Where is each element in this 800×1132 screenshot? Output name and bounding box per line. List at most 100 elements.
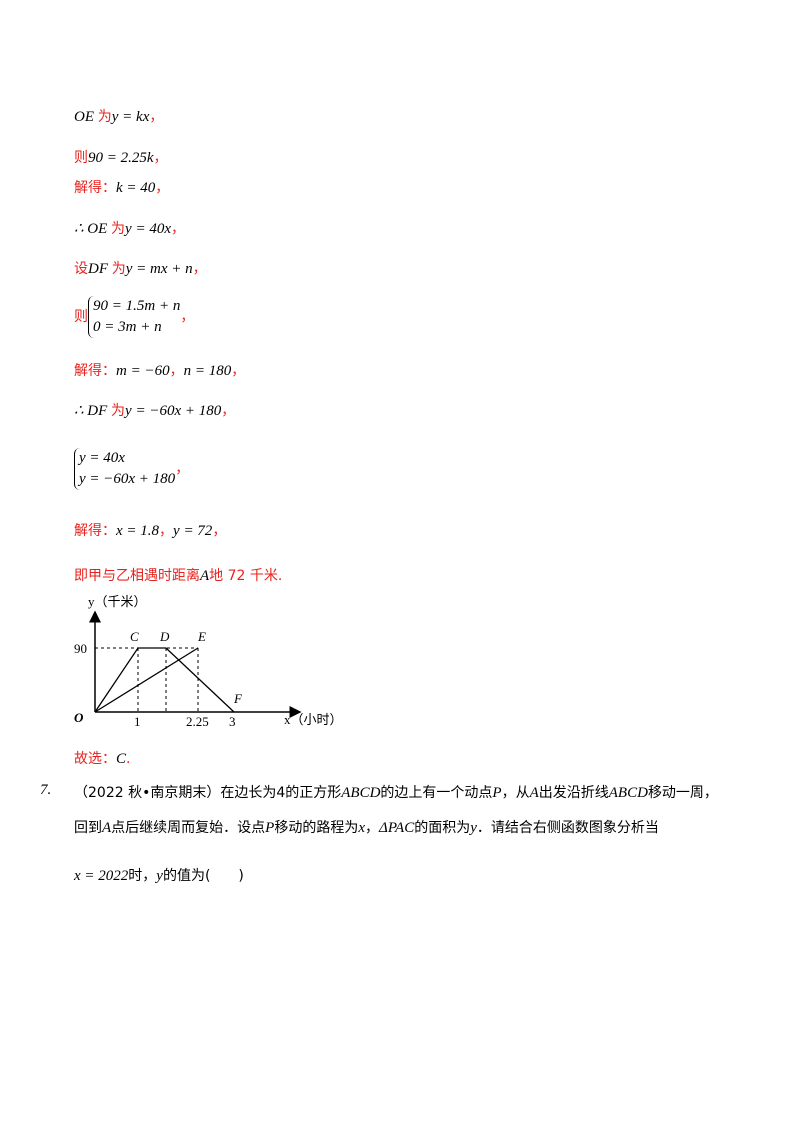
math: 90 = 2.25k — [88, 150, 154, 166]
text: （2022 秋•南京期末）在边长为4的正方形 — [74, 785, 342, 801]
text: ， — [159, 523, 174, 539]
text: 则 — [74, 150, 88, 166]
text: 设 — [74, 261, 88, 277]
math: m = −60 — [116, 363, 170, 379]
text: 移动一周， — [647, 785, 718, 801]
text: 的边上有一个动点 — [380, 785, 493, 801]
math: x = 2022 — [74, 868, 129, 884]
math: x = 1.8 — [116, 523, 160, 539]
text: ，从 — [501, 785, 530, 801]
text: 即甲与乙相遇时距离 — [74, 568, 200, 584]
text: ， — [192, 261, 207, 277]
math: P — [492, 785, 502, 801]
math: DF — [88, 261, 112, 277]
line: 设DF 为y = mx + n， — [74, 258, 207, 278]
math: n = 180 — [183, 363, 232, 379]
text: ．请结合右侧函数图象分析当 — [476, 820, 659, 836]
text: 解得： — [74, 523, 116, 539]
math: y — [470, 820, 477, 836]
math: y — [156, 868, 163, 884]
line: 回到A点后继续周而复始．设点P移动的路程为x，ΔPAC的面积为y．请结合右侧函数… — [74, 817, 659, 837]
text: ( ) — [204, 868, 244, 884]
math: y = −60x + 180 — [79, 471, 176, 487]
text: . — [126, 751, 131, 767]
point: E — [197, 629, 206, 644]
text: ， — [170, 221, 185, 237]
math: A — [200, 568, 210, 584]
text: ， — [180, 309, 195, 325]
text: ， — [221, 403, 236, 419]
guides — [95, 647, 199, 712]
text: 地 72 千米. — [209, 568, 283, 584]
text: 为 — [111, 403, 126, 419]
math: y = mx + n — [125, 261, 193, 277]
line: 解得：m = −60，n = 180， — [74, 360, 245, 380]
math: 90 = 1.5m + n — [93, 298, 181, 314]
text: 为 — [97, 109, 112, 125]
math: A — [529, 785, 539, 801]
math: y = −60x + 180 — [125, 403, 222, 419]
math: y = 72 — [173, 523, 213, 539]
text: 的值为 — [162, 868, 205, 884]
text: 故选： — [74, 751, 116, 767]
line: ∴ OE 为y = 40x， — [74, 218, 185, 238]
math: k = 40 — [116, 180, 156, 196]
text: ， — [175, 461, 190, 477]
math: ABCD — [608, 785, 648, 801]
text: 点后继续周而复始．设点 — [111, 820, 266, 836]
point: D — [159, 629, 170, 644]
math: ΔPAC — [379, 820, 415, 836]
text: 的面积为 — [414, 820, 471, 836]
line: 即甲与乙相遇时距离A地 72 千米. — [74, 565, 282, 585]
text: 移动的路程为 — [274, 820, 359, 836]
y-label: y（千米） — [88, 594, 147, 609]
line: 解得：k = 40， — [74, 177, 169, 197]
text: 为 — [111, 221, 126, 237]
tick-label: 2.25 — [186, 714, 209, 729]
text: ， — [153, 150, 168, 166]
tick-label: 90 — [74, 641, 87, 656]
text: 解得： — [74, 363, 116, 379]
path-b — [94, 647, 199, 713]
math: y = 40x — [125, 221, 171, 237]
tick-label: 3 — [229, 714, 236, 729]
line: 7. — [40, 782, 51, 799]
line: 故选：C. — [74, 748, 130, 768]
line: （2022 秋•南京期末）在边长为4的正方形ABCD的边上有一个动点P，从A出发… — [74, 782, 718, 802]
line: 则90 = 2.25k， — [74, 147, 168, 167]
text: ， — [212, 523, 227, 539]
math: ABCD — [341, 785, 381, 801]
x-label: x（小时） — [284, 712, 343, 727]
line: 则 90 = 1.5m + n 0 = 3m + n ， — [74, 296, 194, 338]
line: x = 2022时，y的值为( ) — [74, 865, 244, 885]
line: 解得：x = 1.8，y = 72， — [74, 520, 226, 540]
text: ， — [155, 180, 170, 196]
path-a — [94, 647, 235, 713]
text: 出发沿折线 — [538, 785, 609, 801]
math: y = kx — [111, 109, 150, 125]
text: 则 — [74, 309, 88, 325]
math: C — [116, 751, 127, 767]
math: y = 40x — [79, 450, 125, 466]
line: y = 40x y = −60x + 180， — [74, 448, 189, 490]
text: ， — [169, 363, 184, 379]
math: OE — [74, 109, 98, 125]
tick-label: 1 — [134, 714, 141, 729]
math: P — [265, 820, 275, 836]
math: A — [102, 820, 112, 836]
math: 0 = 3m + n — [93, 319, 162, 335]
text: 解得： — [74, 180, 116, 196]
text: ， — [231, 363, 246, 379]
line: OE 为y = kx， — [74, 106, 163, 126]
point: O — [74, 710, 84, 725]
equation-system: y = 40x y = −60x + 180 — [74, 448, 175, 490]
point: F — [233, 691, 243, 706]
line: ∴ DF 为y = −60x + 180， — [74, 400, 235, 420]
text: 为 — [111, 261, 126, 277]
text: 回到 — [74, 820, 102, 836]
math: x — [358, 820, 366, 836]
equation-system: 90 = 1.5m + n 0 = 3m + n — [88, 296, 180, 338]
text: ， — [365, 820, 380, 836]
text: 时， — [128, 868, 157, 884]
